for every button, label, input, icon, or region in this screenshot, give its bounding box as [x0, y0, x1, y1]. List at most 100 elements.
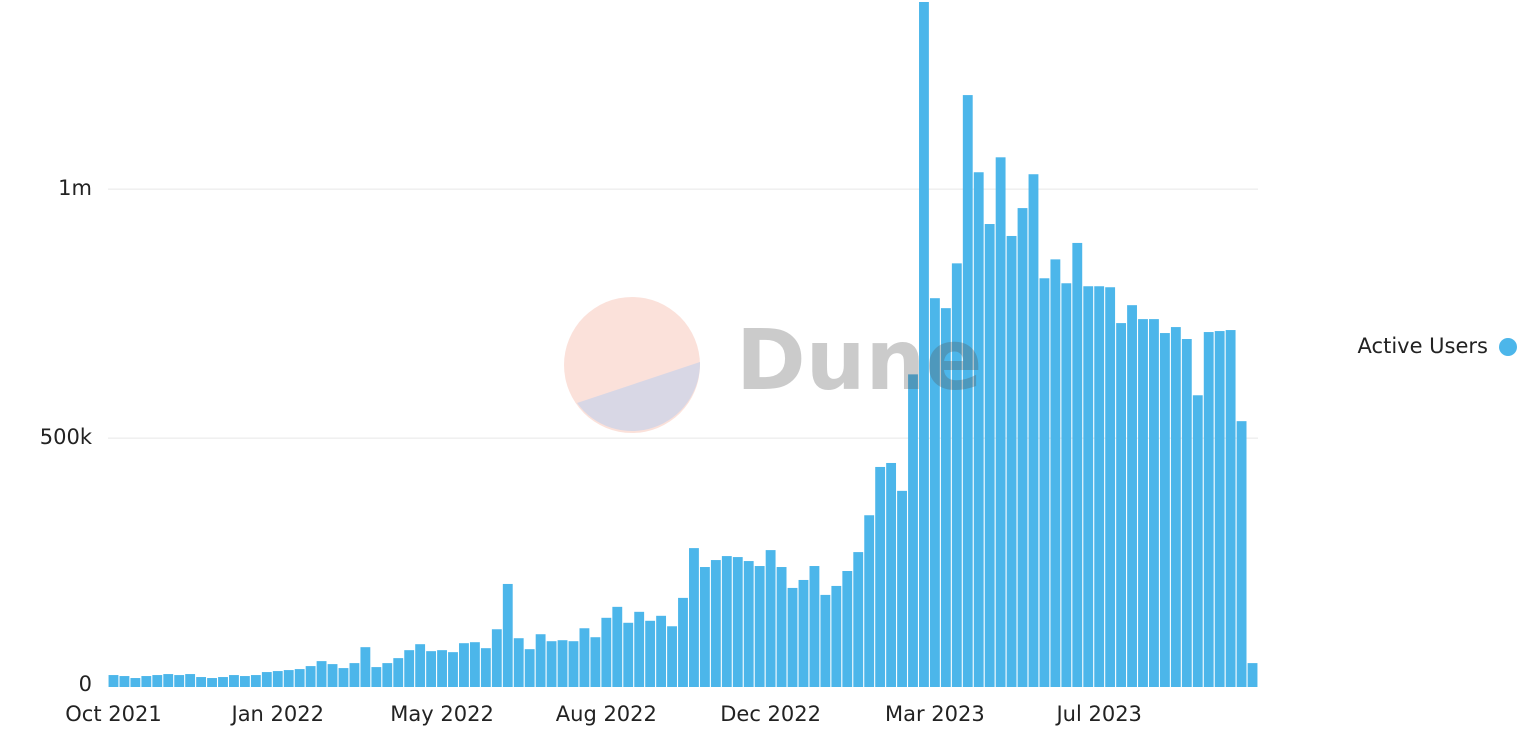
- bar: [218, 677, 228, 687]
- bar: [535, 634, 546, 687]
- logo-segment: [577, 362, 701, 432]
- bar: [787, 587, 798, 687]
- bar: [404, 650, 415, 687]
- bar: [929, 298, 940, 687]
- bar: [557, 640, 568, 687]
- bar: [678, 597, 688, 687]
- bar: [940, 308, 951, 687]
- bar: [568, 641, 579, 687]
- bar: [820, 594, 831, 687]
- bar: [502, 583, 513, 687]
- bar: [1039, 278, 1050, 687]
- bar: [1105, 287, 1116, 687]
- bar: [1225, 330, 1236, 687]
- bar: [272, 671, 283, 687]
- bar: [1192, 395, 1203, 687]
- bar: [196, 677, 207, 687]
- bar: [689, 548, 699, 687]
- bar: [984, 224, 995, 688]
- bar: [897, 490, 907, 687]
- x-tick-label: Oct 2021: [65, 702, 161, 726]
- bar: [294, 669, 305, 687]
- bar: [393, 658, 404, 687]
- bar: [1214, 331, 1225, 687]
- bar: [831, 585, 842, 687]
- bar: [1170, 327, 1181, 687]
- bar: [459, 643, 469, 687]
- bar: [765, 550, 776, 687]
- bar: [1138, 319, 1148, 687]
- bar: [437, 650, 447, 687]
- watermark-text: Dune: [736, 311, 982, 409]
- bar: [141, 676, 152, 687]
- bar: [798, 579, 809, 687]
- bar: [699, 567, 710, 687]
- bar: [152, 675, 163, 687]
- bar: [283, 670, 294, 687]
- bar: [634, 611, 645, 687]
- bar: [185, 674, 196, 687]
- bar: [754, 566, 765, 687]
- x-tick-label: Aug 2022: [556, 702, 657, 726]
- bar: [886, 462, 897, 687]
- x-tick-label: Jan 2022: [230, 702, 325, 726]
- bar: [612, 606, 623, 687]
- bar: [163, 674, 174, 687]
- bar: [1159, 333, 1170, 687]
- bar: [590, 637, 601, 687]
- bar: [864, 515, 875, 687]
- bar: [1083, 286, 1094, 687]
- bar: [721, 556, 732, 687]
- bar: [951, 263, 962, 687]
- bar: [415, 644, 426, 687]
- bar: [973, 172, 984, 688]
- y-tick-label: 1m: [58, 176, 92, 200]
- x-tick-label: May 2022: [390, 702, 494, 726]
- x-tick-label: Dec 2022: [720, 702, 821, 726]
- bar: [1149, 319, 1159, 687]
- bar: [601, 617, 612, 687]
- bar: [1236, 421, 1247, 687]
- bar: [1017, 208, 1028, 687]
- legend-marker: [1499, 338, 1517, 356]
- bar: [853, 552, 864, 687]
- bar: [645, 620, 656, 687]
- watermark-logo: [564, 297, 701, 433]
- bar: [1247, 663, 1258, 687]
- y-tick-label: 0: [79, 672, 92, 696]
- bar: [809, 566, 820, 687]
- bar: [119, 676, 130, 687]
- bar: [371, 667, 382, 687]
- bar: [207, 678, 217, 687]
- bar: [305, 666, 316, 687]
- bar: [656, 615, 667, 687]
- bar: [667, 626, 677, 687]
- bar: [743, 561, 754, 687]
- bar: [908, 374, 918, 687]
- y-tick-label: 500k: [40, 425, 93, 449]
- bar: [316, 661, 327, 687]
- bar: [174, 675, 185, 687]
- bar: [524, 649, 535, 687]
- bar: [842, 571, 853, 687]
- bar: [382, 663, 393, 687]
- bar: [229, 675, 239, 687]
- bar: [875, 466, 886, 687]
- bar: [469, 642, 480, 687]
- bar: [776, 567, 787, 687]
- bar: [108, 675, 119, 687]
- bar: [1006, 235, 1017, 688]
- bar: [426, 651, 437, 687]
- bar: [1116, 323, 1127, 687]
- bar: [623, 622, 634, 687]
- bar: [995, 157, 1006, 687]
- bar: [1127, 305, 1137, 687]
- bar: [1050, 259, 1061, 687]
- bar: [1181, 339, 1192, 687]
- bar: [1072, 242, 1083, 687]
- legend-label: Active Users: [1358, 334, 1488, 358]
- bar: [962, 95, 973, 688]
- bar: [491, 629, 502, 687]
- bar: [360, 647, 371, 687]
